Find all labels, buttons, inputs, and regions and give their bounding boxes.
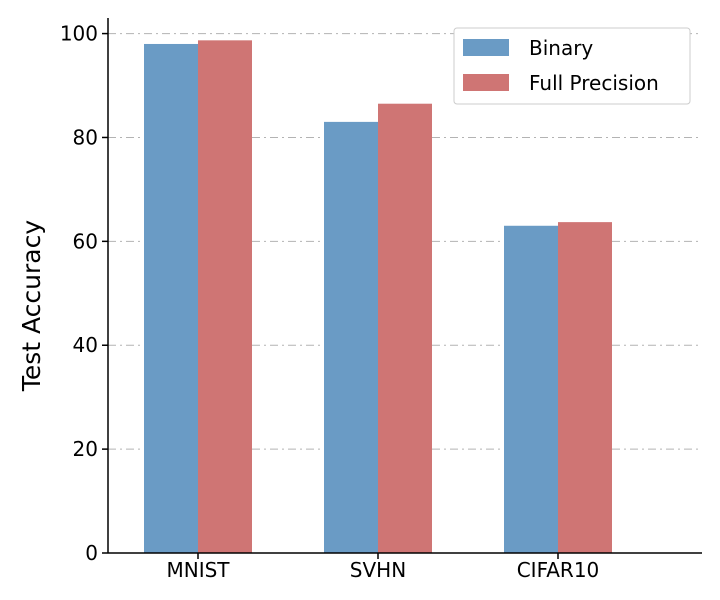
axes-layer [102, 18, 702, 559]
bar-binary-cifar10 [504, 225, 558, 554]
y-tick-label: 40 [73, 333, 98, 357]
legend-label-binary: Binary [529, 36, 593, 60]
bar-full-precision-svhn [378, 103, 432, 553]
y-tick-label: 80 [73, 125, 98, 149]
x-tick-label: CIFAR10 [517, 558, 600, 582]
bars-layer [144, 40, 612, 554]
x-tick-label: MNIST [166, 558, 230, 582]
bar-binary-svhn [324, 121, 378, 554]
y-tick-label: 20 [73, 437, 98, 461]
bar-full-precision-mnist [198, 40, 252, 553]
legend-label-full-precision: Full Precision [529, 71, 659, 95]
y-tick-label: 60 [73, 229, 98, 253]
legend-box [453, 27, 691, 105]
x-tick-label: SVHN [350, 558, 406, 582]
y-tick-label: 100 [60, 22, 98, 46]
bar-full-precision-cifar10 [558, 222, 612, 553]
labels-layer: 0 20 40 60 80 100 MNIST SVHN CIFAR10 Test Accurac… [17, 22, 599, 582]
y-axis-label: Test Accuracy [17, 220, 46, 393]
bar-binary-mnist [144, 43, 198, 553]
y-tick-label: 0 [85, 541, 98, 565]
legend: Binary Full Precision [453, 27, 691, 105]
legend-swatch-binary [463, 39, 509, 56]
legend-swatch-full-precision [463, 74, 509, 91]
